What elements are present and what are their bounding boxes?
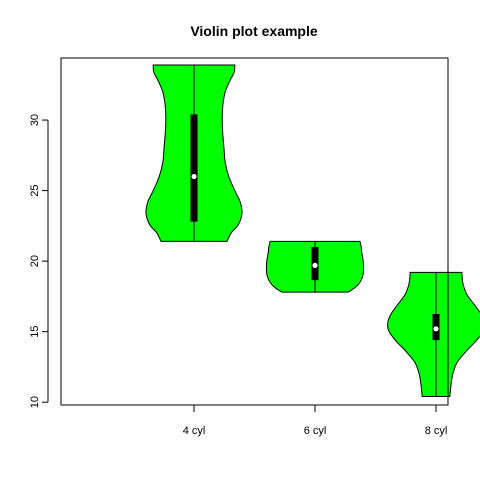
x-tick-label-3: 8 cyl bbox=[425, 425, 448, 437]
x-tick-label-1: 4 cyl bbox=[183, 425, 206, 437]
violins-group bbox=[145, 64, 480, 398]
axes-group: 10 15 20 25 30 4 cyl 6 cyl 8 cyl bbox=[29, 114, 447, 437]
y-tick-label-25: 25 bbox=[29, 184, 41, 196]
x-tick-label-2: 6 cyl bbox=[304, 425, 327, 437]
plot-frame bbox=[60, 57, 449, 406]
violin-median-1 bbox=[191, 173, 197, 180]
y-tick-label-30: 30 bbox=[29, 114, 41, 126]
y-tick-label-15: 15 bbox=[29, 326, 41, 338]
y-tick-label-10: 10 bbox=[29, 396, 41, 408]
violin-iqr-box-1 bbox=[190, 114, 198, 222]
y-tick-label-20: 20 bbox=[29, 255, 41, 267]
violin-median-2 bbox=[312, 262, 318, 268]
violin-median-3 bbox=[433, 326, 439, 332]
chart-title: Violin plot example bbox=[190, 23, 318, 39]
